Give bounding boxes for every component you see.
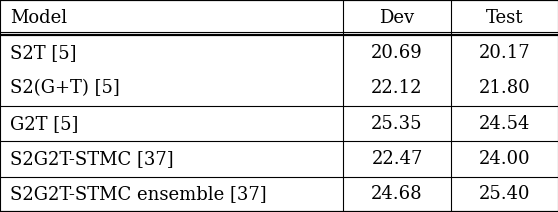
Text: Dev: Dev [379,9,415,27]
Text: 24.00: 24.00 [479,150,530,168]
Text: S2G2T-STMC ensemble [37]: S2G2T-STMC ensemble [37] [10,185,267,203]
Text: 22.47: 22.47 [371,150,423,168]
Text: G2T [5]: G2T [5] [10,115,79,133]
Text: 24.54: 24.54 [479,115,530,133]
Text: 20.17: 20.17 [479,44,530,62]
Text: 22.12: 22.12 [371,79,423,97]
Text: 20.69: 20.69 [371,44,423,62]
Text: 24.68: 24.68 [371,185,423,203]
Text: 21.80: 21.80 [479,79,530,97]
Text: S2T [5]: S2T [5] [10,44,76,62]
Text: Test: Test [485,9,523,27]
Text: 25.35: 25.35 [371,115,423,133]
Text: 25.40: 25.40 [479,185,530,203]
Text: S2(G+T) [5]: S2(G+T) [5] [10,79,120,97]
Text: S2G2T-STMC [37]: S2G2T-STMC [37] [10,150,174,168]
Text: Model: Model [10,9,67,27]
